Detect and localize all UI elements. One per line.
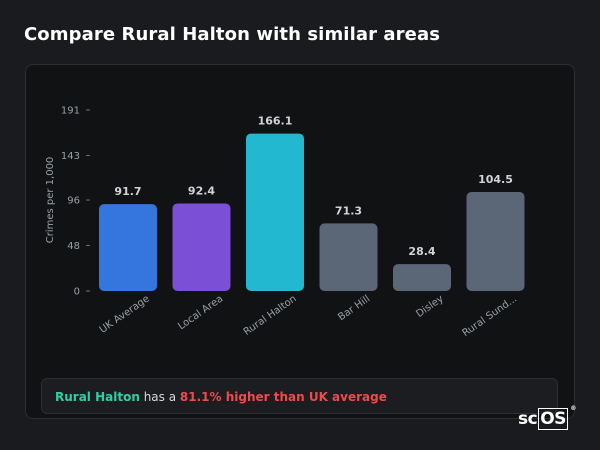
bar-value-label: 71.3 bbox=[335, 204, 362, 217]
bar[interactable] bbox=[99, 204, 157, 291]
logo-boxed-text: OS bbox=[538, 408, 568, 430]
x-tick-label: Local Area bbox=[176, 293, 225, 332]
y-tick-label: 143 bbox=[61, 151, 80, 162]
comparison-summary: Rural Halton has a 81.1% higher than UK … bbox=[41, 378, 558, 414]
summary-area-name: Rural Halton bbox=[55, 390, 140, 404]
logo-registered-mark: ® bbox=[570, 405, 576, 412]
bar[interactable] bbox=[246, 133, 304, 291]
y-axis-label: Crimes per 1,000 bbox=[45, 157, 56, 244]
x-tick-label: UK Average bbox=[98, 293, 152, 335]
bar[interactable] bbox=[319, 223, 378, 291]
brand-logo: sc OS ® bbox=[518, 405, 576, 430]
y-tick-label: 0 bbox=[74, 287, 80, 298]
page-title: Compare Rural Halton with similar areas bbox=[24, 24, 441, 45]
bar-value-label: 166.1 bbox=[258, 115, 293, 128]
x-tick-label: Bar Hill bbox=[336, 293, 372, 323]
y-tick-label: 191 bbox=[61, 106, 80, 117]
x-tick-label: Disley bbox=[414, 293, 445, 320]
bar[interactable] bbox=[393, 264, 451, 291]
bar-value-label: 91.7 bbox=[114, 185, 141, 198]
summary-comparison: 81.1% higher than UK average bbox=[179, 390, 387, 404]
bar-value-label: 92.4 bbox=[188, 184, 215, 197]
x-tick-label: Rural Sund... bbox=[461, 293, 520, 339]
y-tick-label: 48 bbox=[67, 241, 80, 252]
bar[interactable] bbox=[466, 191, 525, 291]
logo-prefix: sc bbox=[518, 409, 538, 429]
y-tick-label: 96 bbox=[67, 196, 80, 207]
bar-value-label: 104.5 bbox=[478, 173, 513, 186]
summary-connector: has a bbox=[139, 390, 180, 404]
bar[interactable] bbox=[172, 203, 231, 291]
bar-value-label: 28.4 bbox=[408, 245, 435, 258]
x-tick-label: Rural Halton bbox=[242, 293, 299, 337]
